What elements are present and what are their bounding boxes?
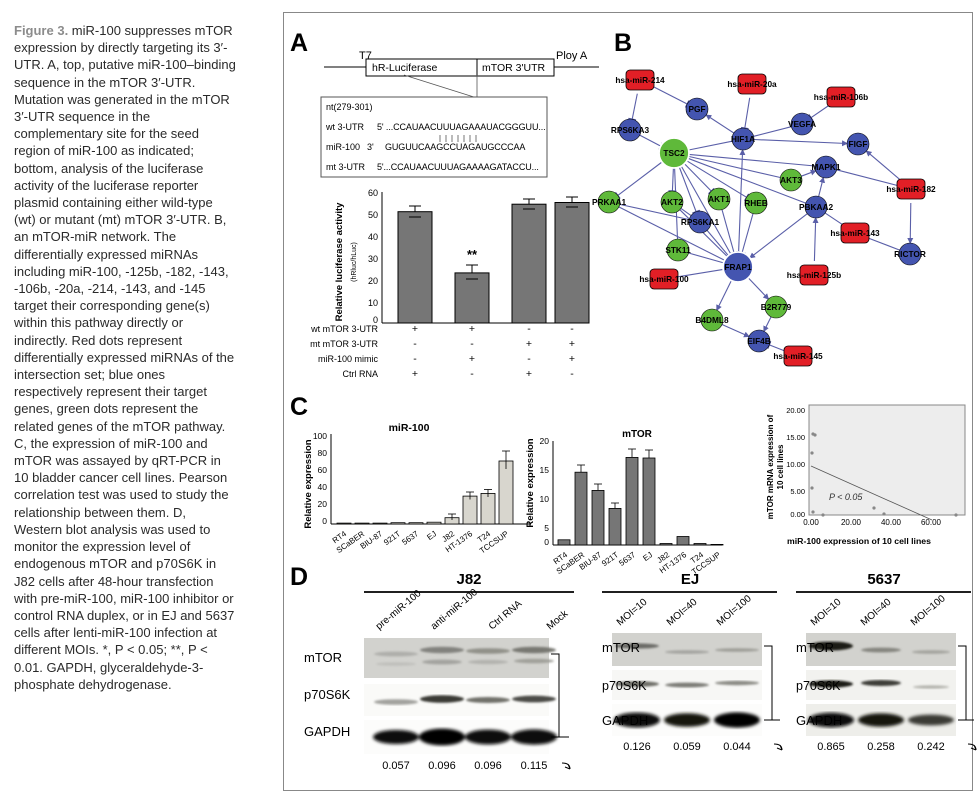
svg-text:10: 10 [540, 494, 550, 504]
svg-text:pre-miR-100: pre-miR-100 [374, 588, 424, 632]
svg-text:Mock: Mock [545, 608, 571, 632]
svg-text:AKT3: AKT3 [780, 175, 802, 185]
svg-text:0.242: 0.242 [917, 741, 945, 753]
svg-text:miR-100 expression of 10 cell: miR-100 expression of 10 cell lines [787, 536, 931, 546]
svg-text:0: 0 [544, 537, 549, 547]
svg-text:Relative expression: Relative expression [303, 439, 314, 528]
svg-text:EIF4B: EIF4B [747, 336, 771, 346]
svg-text:PBKAA2: PBKAA2 [799, 202, 834, 212]
svg-text:0.096: 0.096 [474, 760, 502, 772]
svg-text:EJ: EJ [425, 529, 438, 542]
svg-text:FIGF: FIGF [849, 139, 868, 149]
svg-text:AKT2: AKT2 [661, 197, 683, 207]
svg-text:anti-miR-100: anti-miR-100 [429, 587, 480, 633]
svg-text:5637: 5637 [867, 571, 900, 588]
svg-text:0.096: 0.096 [428, 760, 456, 772]
svg-text:VEGFA: VEGFA [788, 119, 816, 129]
svg-text:hsa-miR-106b: hsa-miR-106b [814, 92, 868, 102]
svg-text:Relative expression: Relative expression [525, 438, 536, 527]
svg-text:0.059: 0.059 [673, 741, 701, 753]
svg-text:mTOR: mTOR [622, 429, 653, 440]
svg-text:RPS6KA3: RPS6KA3 [611, 125, 650, 135]
svg-text:hsa-miR-100: hsa-miR-100 [639, 274, 689, 284]
svg-text:HIF1A: HIF1A [731, 134, 755, 144]
svg-text:mTOR: mTOR [796, 640, 834, 655]
svg-text:STK11: STK11 [665, 245, 691, 255]
svg-text:AKT1: AKT1 [708, 194, 730, 204]
svg-text:miR-100: miR-100 [389, 422, 430, 434]
svg-text:hsa-miR-143: hsa-miR-143 [830, 228, 880, 238]
svg-text:20: 20 [540, 436, 550, 446]
svg-text:15: 15 [540, 465, 550, 475]
svg-text:EJ: EJ [681, 571, 699, 588]
svg-text:MOI=10: MOI=10 [615, 597, 650, 629]
svg-text:mTOR: mTOR [304, 650, 342, 665]
svg-text:0.044: 0.044 [723, 741, 751, 753]
svg-text:40.00: 40.00 [881, 518, 902, 527]
svg-text:20: 20 [318, 499, 328, 509]
svg-text:J82: J82 [456, 571, 481, 588]
svg-text:GAPDH: GAPDH [304, 724, 350, 739]
svg-text:15.00: 15.00 [786, 433, 805, 442]
svg-text:B4DML8: B4DML8 [695, 315, 729, 325]
svg-text:PGF: PGF [688, 104, 705, 114]
svg-text:TSC2: TSC2 [663, 148, 685, 158]
svg-text:mTOR: mTOR [602, 640, 640, 655]
svg-text:EJ: EJ [641, 550, 654, 563]
svg-text:40: 40 [318, 482, 328, 492]
svg-text:5637: 5637 [400, 529, 420, 547]
svg-text:20.00: 20.00 [786, 406, 805, 415]
svg-text:hsa-miR-125b: hsa-miR-125b [787, 270, 841, 280]
svg-text:MOI=40: MOI=40 [859, 597, 894, 629]
svg-text:5: 5 [544, 523, 549, 533]
svg-text:MOI=10: MOI=10 [809, 597, 844, 629]
svg-text:20.00: 20.00 [841, 518, 862, 527]
svg-text:10 cell lines: 10 cell lines [776, 444, 785, 489]
svg-text:Ctrl RNA: Ctrl RNA [487, 598, 525, 632]
svg-text:921T: 921T [382, 529, 402, 547]
svg-text:0.865: 0.865 [817, 741, 845, 753]
svg-text:hsa-miR-20a: hsa-miR-20a [727, 79, 777, 89]
svg-text:p70S6K: p70S6K [304, 687, 351, 702]
svg-text:P < 0.05: P < 0.05 [829, 492, 863, 502]
svg-text:0.057: 0.057 [382, 760, 410, 772]
svg-text:0: 0 [322, 516, 327, 526]
svg-text:GAPDH: GAPDH [602, 713, 648, 728]
svg-text:MAPK1: MAPK1 [811, 162, 840, 172]
svg-text:60: 60 [318, 465, 328, 475]
svg-text:hsa-miR-145: hsa-miR-145 [773, 351, 823, 361]
svg-text:hsa-miR-214: hsa-miR-214 [615, 75, 665, 85]
svg-text:PRKAA1: PRKAA1 [592, 197, 627, 207]
svg-text:hsa-miR-182: hsa-miR-182 [886, 184, 936, 194]
svg-text:RPS6KA1: RPS6KA1 [681, 217, 720, 227]
svg-text:RICTOR: RICTOR [894, 249, 926, 259]
svg-text:921T: 921T [600, 550, 620, 568]
svg-text:p70S6K: p70S6K [602, 679, 647, 693]
svg-text:FRAP1: FRAP1 [724, 262, 752, 272]
svg-text:0.00: 0.00 [803, 518, 819, 527]
svg-text:RHEB: RHEB [744, 198, 768, 208]
svg-text:B2R779: B2R779 [761, 302, 792, 312]
svg-text:MOI=40: MOI=40 [665, 597, 700, 629]
svg-text:p70S6K: p70S6K [796, 679, 841, 693]
svg-text:MOI=100: MOI=100 [909, 593, 948, 628]
svg-text:80: 80 [318, 448, 328, 458]
svg-text:5.00: 5.00 [790, 487, 805, 496]
svg-text:MOI=100: MOI=100 [715, 593, 754, 628]
svg-text:100: 100 [313, 431, 327, 441]
svg-text:5637: 5637 [617, 550, 637, 568]
svg-text:0.126: 0.126 [623, 741, 651, 753]
svg-text:mTOR mRNA expression of: mTOR mRNA expression of [766, 414, 775, 519]
svg-text:0.258: 0.258 [867, 741, 895, 753]
svg-text:GAPDH: GAPDH [796, 713, 842, 728]
svg-text:10.00: 10.00 [786, 460, 805, 469]
svg-text:0.115: 0.115 [521, 760, 548, 772]
